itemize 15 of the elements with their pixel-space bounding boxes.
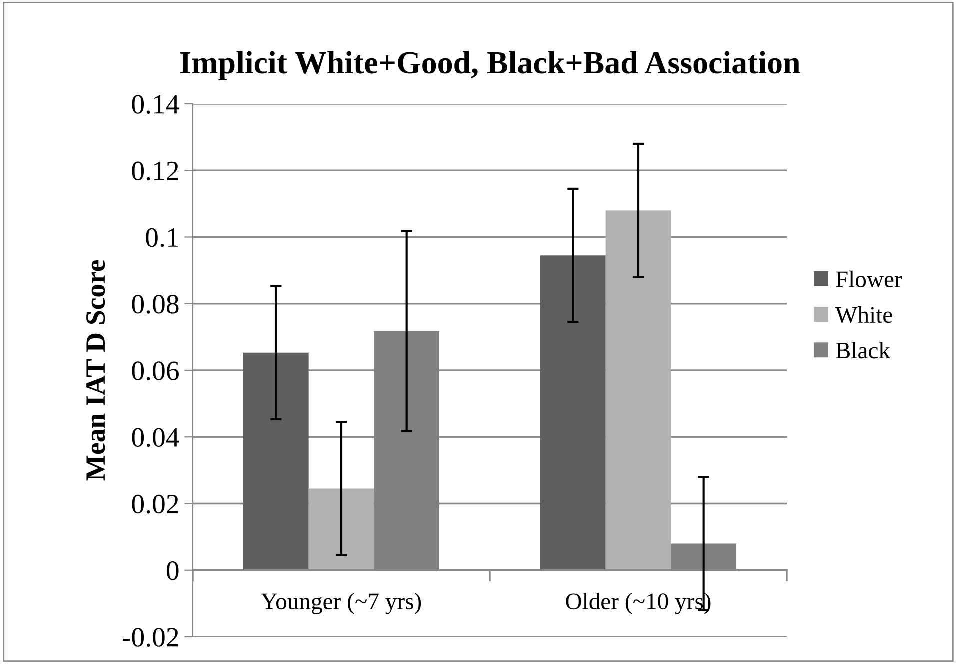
y-tick-label: 0.08 bbox=[132, 295, 179, 314]
y-tick-label: -0.02 bbox=[122, 628, 178, 648]
y-tick-label: 0.06 bbox=[132, 362, 179, 381]
legend-label: White bbox=[835, 306, 892, 324]
y-tick-label: 0 bbox=[166, 562, 179, 580]
y-tick-label: 0.02 bbox=[132, 494, 178, 514]
legend-label: Black bbox=[836, 342, 891, 359]
y-tick-label: 0.1 bbox=[146, 228, 178, 248]
y-tick-label: 0.12 bbox=[132, 162, 178, 181]
y-tick-label: 0.04 bbox=[132, 428, 180, 448]
x-tick-label: Younger (~7 yrs) bbox=[261, 592, 422, 614]
chart-title: Implicit White+Good, Black+Bad Association bbox=[180, 51, 800, 80]
y-tick-label: 0.14 bbox=[132, 95, 180, 114]
legend-label: Flower bbox=[836, 270, 902, 288]
y-axis-title: Mean IAT D Score bbox=[86, 260, 106, 481]
